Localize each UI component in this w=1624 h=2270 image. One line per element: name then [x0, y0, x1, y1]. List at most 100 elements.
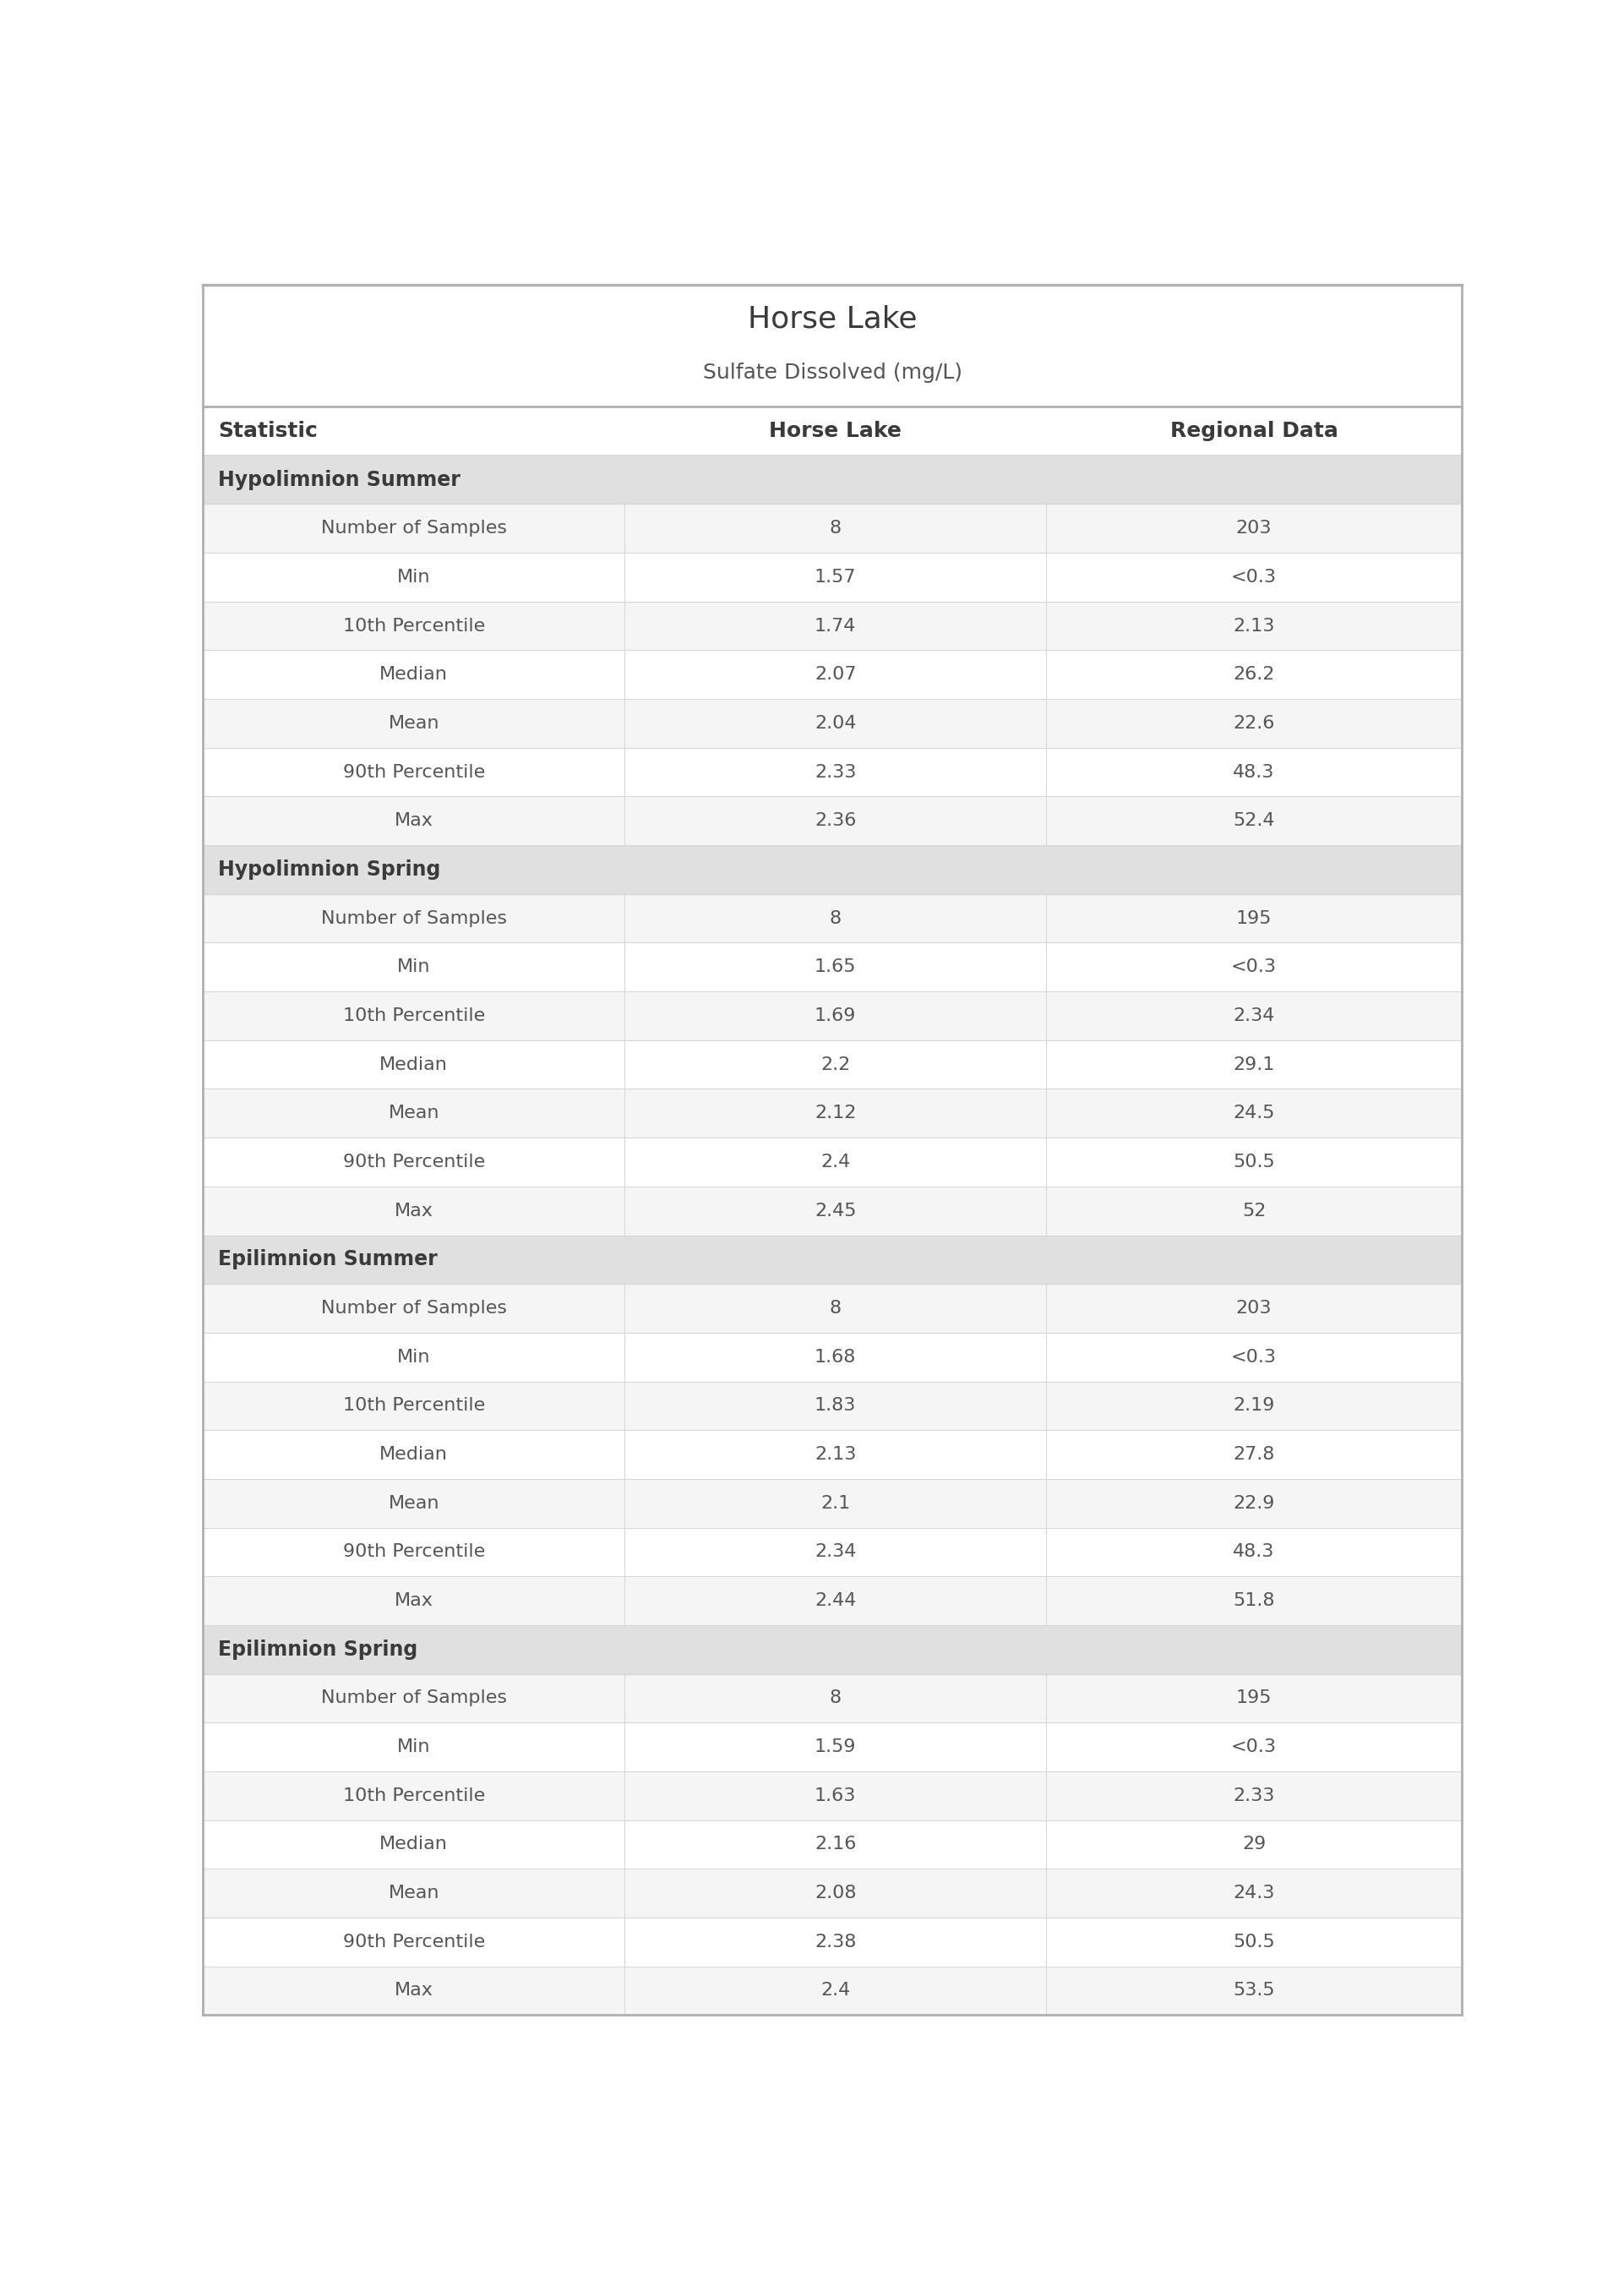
Text: Median: Median	[380, 1056, 448, 1074]
Text: 2.45: 2.45	[815, 1203, 856, 1219]
Text: Mean: Mean	[388, 1884, 440, 1902]
Text: 1.57: 1.57	[815, 570, 856, 586]
Bar	[203, 1966, 1462, 2016]
Text: 2.33: 2.33	[815, 763, 856, 781]
Text: Horse Lake: Horse Lake	[770, 420, 901, 440]
Text: 48.3: 48.3	[1233, 763, 1275, 781]
Bar	[203, 1235, 1462, 1285]
Text: 195: 195	[1236, 910, 1272, 926]
Bar	[203, 699, 1462, 747]
Text: 90th Percentile: 90th Percentile	[343, 1153, 486, 1171]
Text: Median: Median	[380, 665, 448, 683]
Bar	[203, 1868, 1462, 1918]
Bar	[203, 1723, 1462, 1771]
Text: 8: 8	[830, 520, 841, 536]
Text: Sulfate Dissolved (mg/L): Sulfate Dissolved (mg/L)	[703, 363, 961, 384]
Text: 2.07: 2.07	[815, 665, 856, 683]
Text: 51.8: 51.8	[1233, 1591, 1275, 1609]
Text: <0.3: <0.3	[1231, 1348, 1276, 1367]
Bar	[203, 504, 1462, 552]
Text: 2.2: 2.2	[820, 1056, 851, 1074]
Text: 1.74: 1.74	[815, 617, 856, 633]
Text: Epilimnion Summer: Epilimnion Summer	[218, 1249, 437, 1269]
Text: 8: 8	[830, 910, 841, 926]
Text: Max: Max	[395, 1203, 434, 1219]
Text: Min: Min	[398, 1739, 430, 1755]
Text: 2.16: 2.16	[815, 1836, 856, 1852]
Bar	[203, 1285, 1462, 1332]
Bar	[203, 1090, 1462, 1137]
Text: 24.5: 24.5	[1233, 1105, 1275, 1121]
Text: Number of Samples: Number of Samples	[322, 1301, 507, 1317]
Text: 52: 52	[1242, 1203, 1267, 1219]
Text: 8: 8	[830, 1689, 841, 1707]
Text: 10th Percentile: 10th Percentile	[343, 1008, 486, 1024]
Text: 2.12: 2.12	[815, 1105, 856, 1121]
Text: Number of Samples: Number of Samples	[322, 1689, 507, 1707]
Text: 10th Percentile: 10th Percentile	[343, 1786, 486, 1805]
Text: 2.33: 2.33	[1233, 1786, 1275, 1805]
Text: 90th Percentile: 90th Percentile	[343, 763, 486, 781]
Text: Number of Samples: Number of Samples	[322, 910, 507, 926]
Text: 2.34: 2.34	[815, 1544, 856, 1559]
Text: 2.13: 2.13	[815, 1446, 856, 1462]
Bar	[203, 1821, 1462, 1868]
Bar	[203, 456, 1462, 504]
Text: Epilimnion Spring: Epilimnion Spring	[218, 1639, 417, 1659]
Text: 52.4: 52.4	[1233, 813, 1275, 829]
Text: 195: 195	[1236, 1689, 1272, 1707]
Text: 24.3: 24.3	[1233, 1884, 1275, 1902]
Text: 29: 29	[1242, 1836, 1265, 1852]
Text: 27.8: 27.8	[1233, 1446, 1275, 1462]
Bar	[203, 1332, 1462, 1382]
Text: 1.83: 1.83	[815, 1398, 856, 1414]
Text: 29.1: 29.1	[1233, 1056, 1275, 1074]
Bar	[203, 894, 1462, 942]
Text: 53.5: 53.5	[1233, 1982, 1275, 2000]
Text: Max: Max	[395, 1591, 434, 1609]
Text: <0.3: <0.3	[1231, 570, 1276, 586]
Text: 2.38: 2.38	[815, 1934, 856, 1950]
Bar	[203, 1625, 1462, 1673]
Text: <0.3: <0.3	[1231, 1739, 1276, 1755]
Text: 10th Percentile: 10th Percentile	[343, 617, 486, 633]
Bar	[203, 747, 1462, 797]
Bar	[203, 1430, 1462, 1478]
Text: Median: Median	[380, 1446, 448, 1462]
Text: Min: Min	[398, 958, 430, 976]
Text: Mean: Mean	[388, 715, 440, 731]
Text: Hypolimnion Spring: Hypolimnion Spring	[218, 860, 440, 881]
Bar	[203, 1771, 1462, 1821]
Text: 8: 8	[830, 1301, 841, 1317]
Text: 2.36: 2.36	[815, 813, 856, 829]
Text: 1.63: 1.63	[815, 1786, 856, 1805]
Text: 10th Percentile: 10th Percentile	[343, 1398, 486, 1414]
Text: 1.65: 1.65	[815, 958, 856, 976]
Text: 90th Percentile: 90th Percentile	[343, 1934, 486, 1950]
Text: <0.3: <0.3	[1231, 958, 1276, 976]
Text: Statistic: Statistic	[218, 420, 318, 440]
Bar	[203, 1040, 1462, 1090]
Text: Min: Min	[398, 1348, 430, 1367]
Text: 2.1: 2.1	[820, 1494, 851, 1512]
Text: 203: 203	[1236, 1301, 1272, 1317]
Bar	[203, 992, 1462, 1040]
Text: 22.9: 22.9	[1233, 1494, 1275, 1512]
Text: Min: Min	[398, 570, 430, 586]
Text: Max: Max	[395, 1982, 434, 2000]
Text: 48.3: 48.3	[1233, 1544, 1275, 1559]
Text: 26.2: 26.2	[1233, 665, 1275, 683]
Text: 2.13: 2.13	[1233, 617, 1275, 633]
Text: Regional Data: Regional Data	[1169, 420, 1338, 440]
Bar	[203, 649, 1462, 699]
Text: 90th Percentile: 90th Percentile	[343, 1544, 486, 1559]
Bar	[203, 1137, 1462, 1187]
Bar	[203, 284, 1462, 406]
Text: 1.59: 1.59	[815, 1739, 856, 1755]
Text: 50.5: 50.5	[1233, 1153, 1275, 1171]
Text: Hypolimnion Summer: Hypolimnion Summer	[218, 470, 461, 490]
Bar	[203, 1382, 1462, 1430]
Text: Median: Median	[380, 1836, 448, 1852]
Text: Mean: Mean	[388, 1105, 440, 1121]
Text: Number of Samples: Number of Samples	[322, 520, 507, 536]
